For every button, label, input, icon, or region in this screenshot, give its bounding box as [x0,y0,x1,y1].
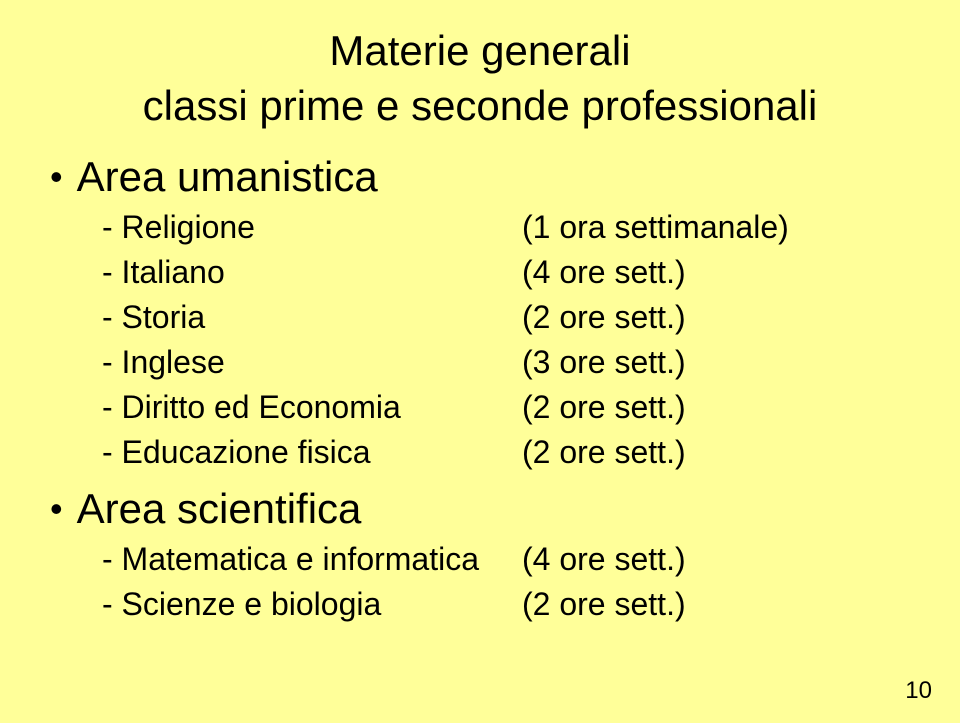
area-row-umanistica: • Area umanistica [50,153,910,201]
subject-row: - Inglese (3 ore sett.) [102,344,910,381]
subject-row: - Diritto ed Economia (2 ore sett.) [102,389,910,426]
area-label: Area umanistica [77,153,378,201]
subject-name: - Inglese [102,344,522,381]
subject-hours: (2 ore sett.) [522,389,686,426]
subject-name: - Scienze e biologia [102,586,522,623]
subject-hours: (4 ore sett.) [522,541,686,578]
subject-hours: (3 ore sett.) [522,344,686,381]
bullet-icon: • [50,488,63,530]
bullet-icon: • [50,156,63,198]
title-line-1: Materie generali [50,24,910,79]
subject-name: - Diritto ed Economia [102,389,522,426]
subject-hours: (2 ore sett.) [522,586,686,623]
subject-hours: (2 ore sett.) [522,434,686,471]
subject-row: - Storia (2 ore sett.) [102,299,910,336]
subject-hours: (1 ora settimanale) [522,209,789,246]
area-row-scientifica: • Area scientifica [50,485,910,533]
subject-row: - Educazione fisica (2 ore sett.) [102,434,910,471]
slide: Materie generali classi prime e seconde … [0,0,960,723]
subject-name: - Storia [102,299,522,336]
area-label: Area scientifica [77,485,362,533]
subject-row: - Religione (1 ora settimanale) [102,209,910,246]
subject-row: - Scienze e biologia (2 ore sett.) [102,586,910,623]
subject-name: - Italiano [102,254,522,291]
subject-name: - Religione [102,209,522,246]
subject-name: - Matematica e informatica [102,541,522,578]
title-line-2: classi prime e seconde professionali [50,79,910,134]
subject-hours: (4 ore sett.) [522,254,686,291]
subject-row: - Italiano (4 ore sett.) [102,254,910,291]
subject-hours: (2 ore sett.) [522,299,686,336]
subject-name: - Educazione fisica [102,434,522,471]
page-number: 10 [905,677,932,705]
subject-row: - Matematica e informatica (4 ore sett.) [102,541,910,578]
title-block: Materie generali classi prime e seconde … [50,24,910,133]
